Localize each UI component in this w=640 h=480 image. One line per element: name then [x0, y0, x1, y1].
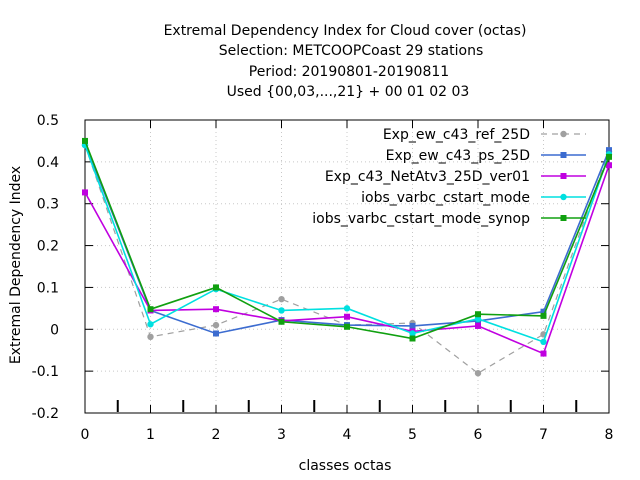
data-point [278, 307, 285, 314]
x-tick-label: 4 [343, 427, 352, 443]
data-point [147, 321, 154, 328]
data-point [147, 306, 154, 313]
legend-label: Exp_c43_NetAtv3_25D_ver01 [325, 169, 530, 185]
y-tick-label: -0.2 [32, 406, 59, 422]
series-4 [82, 137, 612, 342]
data-point [475, 322, 481, 329]
y-tick-label: 0.3 [37, 197, 59, 213]
x-tick-label: 8 [605, 427, 614, 443]
title-line-2: Selection: METCOOPCoast 29 stations [219, 43, 484, 59]
legend-label: iobs_varbc_cstart_mode_synop [312, 211, 530, 227]
x-axis-label: classes octas [299, 458, 392, 474]
data-point [278, 295, 285, 303]
data-point [474, 315, 482, 323]
y-tick-label: 0 [50, 322, 59, 338]
data-point [540, 338, 547, 346]
data-point [147, 333, 154, 341]
data-point [409, 330, 416, 337]
y-tick-label: 0.5 [37, 113, 59, 129]
data-point [82, 189, 88, 196]
y-tick-label: 0.2 [37, 239, 59, 255]
legend-marker [560, 193, 567, 201]
data-point [409, 335, 416, 342]
plot-area [84, 119, 610, 414]
data-point [82, 137, 88, 144]
legend-label: Exp_ew_c43_ref_25D [383, 127, 530, 143]
title-line-1: Extremal Dependency Index for Cloud cove… [164, 23, 527, 39]
data-point [540, 350, 547, 357]
legend-label: Exp_ew_c43_ps_25D [386, 148, 530, 164]
legend-marker [560, 173, 567, 179]
data-point [212, 321, 220, 329]
legend-marker [560, 152, 567, 158]
x-tick-label: 3 [277, 427, 286, 443]
legend-marker [560, 215, 567, 221]
series-layer [81, 137, 613, 377]
data-point [474, 370, 482, 377]
legend-marker [560, 130, 567, 138]
legend: Exp_ew_c43_ref_25D Exp_ew_c43_ps_25D Exp_c… [312, 127, 586, 227]
legend-label: iobs_varbc_cstart_mode [361, 190, 530, 206]
data-point [344, 323, 350, 330]
data-point [540, 308, 547, 315]
data-point [344, 313, 350, 320]
chart-title: Extremal Dependency Index for Cloud cove… [164, 23, 527, 100]
x-tick-label: 7 [539, 427, 548, 443]
data-point [606, 153, 612, 160]
data-point [343, 305, 351, 312]
grid [84, 119, 610, 414]
axis-ticks: -0.2 -0.1 0 0.1 0.2 0.3 0.4 0.5 0 1 2 3 4 5 6 7 8 [32, 113, 614, 443]
data-point [606, 147, 612, 154]
x-tick-label: 1 [146, 427, 155, 443]
y-axis-label: Extremal Dependency Index [8, 166, 24, 364]
data-point [409, 322, 416, 329]
x-tick-label: 0 [81, 427, 90, 443]
data-point [213, 306, 219, 313]
y-tick-label: 0.4 [37, 155, 59, 171]
title-line-4: Used {00,03,...,21} + 00 01 02 03 [227, 84, 470, 100]
plot-border [84, 119, 610, 414]
data-point [475, 311, 481, 318]
data-point [213, 330, 219, 337]
x-tick-label: 5 [408, 427, 417, 443]
data-point [278, 318, 285, 325]
data-point [606, 162, 612, 169]
data-point [213, 284, 219, 291]
y-tick-label: -0.1 [32, 364, 59, 380]
y-tick-label: 0.1 [37, 280, 59, 296]
data-point [540, 312, 547, 319]
x-tick-label: 2 [212, 427, 221, 443]
x-tick-label: 6 [474, 427, 483, 443]
title-line-3: Period: 20190801-20190811 [249, 64, 449, 80]
